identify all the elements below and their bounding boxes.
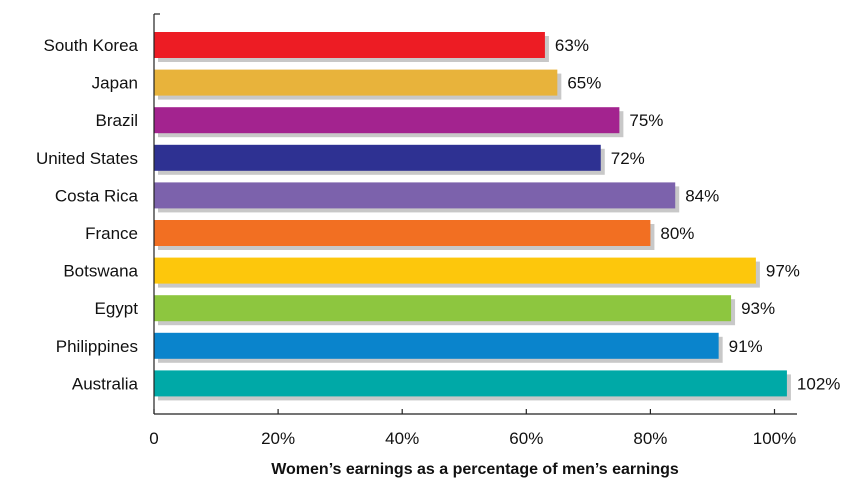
x-tick-label: 20% (261, 429, 295, 448)
x-tick-label: 0 (149, 429, 158, 448)
category-label: Botswana (63, 262, 138, 281)
category-label: South Korea (43, 36, 138, 55)
bar (154, 144, 601, 171)
axes (153, 13, 797, 415)
value-label: 75% (629, 111, 663, 130)
x-tick-label: 40% (385, 429, 419, 448)
value-label: 91% (729, 337, 763, 356)
value-label: 65% (567, 74, 601, 93)
x-tick-label: 60% (509, 429, 543, 448)
value-label: 63% (555, 36, 589, 55)
category-label: France (85, 224, 138, 243)
bar (154, 257, 756, 284)
bar (154, 69, 558, 96)
bars (154, 32, 787, 397)
category-labels: South Korea Japan Brazil United States Costa… (36, 36, 139, 393)
category-label: Japan (92, 74, 138, 93)
bar (154, 295, 732, 322)
category-label: Australia (72, 374, 139, 393)
value-label: 72% (611, 149, 645, 168)
bar (154, 182, 676, 209)
value-label: 97% (766, 262, 800, 281)
bar (154, 332, 719, 359)
category-label: Egypt (95, 299, 139, 318)
value-labels: 63% 65% 75% 72% 84% 80% 97% 93% 91% 102% (555, 36, 840, 393)
category-label: Philippines (56, 337, 138, 356)
bar (154, 370, 787, 397)
value-label: 102% (797, 374, 840, 393)
category-label: United States (36, 149, 138, 168)
bar (154, 107, 620, 134)
x-ticks: 0 20% 40% 60% 80% 100% (149, 409, 796, 448)
x-axis-title: Women’s earnings as a percentage of men’… (271, 461, 679, 478)
value-label: 93% (741, 299, 775, 318)
value-label: 80% (660, 224, 694, 243)
bar (154, 32, 545, 58)
x-tick-label: 100% (753, 429, 796, 448)
x-tick-label: 80% (633, 429, 667, 448)
value-label: 84% (685, 186, 719, 205)
category-label: Brazil (95, 111, 138, 130)
bar (154, 220, 651, 246)
category-label: Costa Rica (55, 186, 139, 205)
